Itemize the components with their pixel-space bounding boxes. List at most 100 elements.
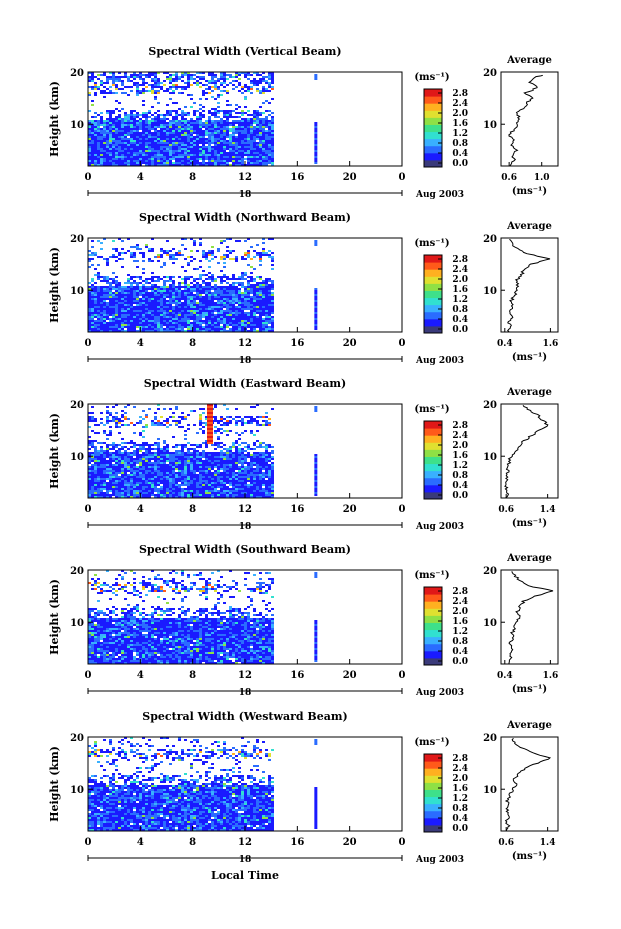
heatmap-cell bbox=[106, 316, 109, 318]
heatmap-cell bbox=[187, 464, 190, 466]
heatmap-cell bbox=[157, 126, 160, 128]
heatmap-cell bbox=[256, 254, 259, 256]
x-tick-label: 8 bbox=[189, 338, 196, 349]
heatmap-cell bbox=[91, 136, 94, 138]
heatmap-cell bbox=[145, 322, 148, 324]
heatmap-cell bbox=[241, 86, 244, 88]
heatmap-cell bbox=[205, 158, 208, 160]
heatmap-cell bbox=[142, 150, 145, 152]
heatmap-cell bbox=[145, 124, 148, 126]
heatmap-cell bbox=[121, 88, 124, 90]
heatmap-cell bbox=[151, 306, 154, 308]
heatmap-cell bbox=[118, 142, 121, 144]
heatmap-cell bbox=[157, 120, 160, 122]
heatmap-cell bbox=[235, 314, 238, 316]
heatmap-cell bbox=[163, 264, 166, 266]
heatmap-cell bbox=[163, 472, 166, 474]
heatmap-cell bbox=[133, 490, 136, 492]
heatmap-cell bbox=[157, 296, 160, 298]
heatmap-cell bbox=[136, 326, 139, 328]
heatmap-cell bbox=[314, 310, 318, 312]
heatmap-cell bbox=[235, 482, 238, 484]
heatmap-cell bbox=[139, 286, 142, 288]
heatmap-cell bbox=[100, 292, 103, 294]
heatmap-cell bbox=[199, 484, 202, 486]
heatmap-cell bbox=[151, 148, 154, 150]
heatmap-cell bbox=[211, 120, 214, 122]
heatmap-cell bbox=[106, 92, 109, 94]
heatmap-cell bbox=[314, 124, 318, 126]
heatmap-cell bbox=[196, 286, 199, 288]
heatmap-cell bbox=[226, 490, 229, 492]
heatmap-cell bbox=[232, 312, 235, 314]
heatmap-cell bbox=[235, 308, 238, 310]
heatmap-cell bbox=[121, 164, 124, 166]
heatmap-cell bbox=[199, 276, 202, 278]
heatmap-cell bbox=[169, 284, 172, 286]
heatmap-cell bbox=[196, 146, 199, 148]
heatmap-cell bbox=[220, 278, 223, 280]
heatmap-cell bbox=[314, 142, 318, 144]
heatmap-cell bbox=[265, 280, 268, 282]
heatmap-cell bbox=[103, 318, 106, 320]
heatmap-cell bbox=[109, 134, 112, 136]
heatmap-cell bbox=[184, 122, 187, 124]
heatmap-cell bbox=[250, 492, 253, 494]
heatmap-cell bbox=[142, 284, 145, 286]
heatmap-cell bbox=[127, 312, 130, 314]
heatmap-cell bbox=[121, 326, 124, 328]
heatmap-cell bbox=[91, 146, 94, 148]
heatmap-cell bbox=[238, 312, 241, 314]
heatmap-cell bbox=[157, 312, 160, 314]
heatmap-cell bbox=[133, 472, 136, 474]
heatmap-cell bbox=[166, 474, 169, 476]
heatmap-cell bbox=[265, 298, 268, 300]
heatmap-cell bbox=[136, 162, 139, 164]
heatmap-cell bbox=[88, 322, 91, 324]
heatmap-cell bbox=[166, 488, 169, 490]
heatmap-cell bbox=[127, 464, 130, 466]
heatmap-cell bbox=[214, 152, 217, 154]
heatmap-cell bbox=[148, 326, 151, 328]
heatmap-cell bbox=[103, 120, 106, 122]
heatmap-cell bbox=[232, 330, 235, 332]
heatmap-cell bbox=[250, 118, 253, 120]
heatmap-cell bbox=[109, 72, 112, 74]
heatmap-cell bbox=[196, 132, 199, 134]
heatmap-cell bbox=[208, 250, 211, 252]
heatmap-cell bbox=[259, 472, 262, 474]
colorbar-label: 0.0 bbox=[452, 159, 468, 169]
heatmap-cell bbox=[118, 156, 121, 158]
heatmap-cell bbox=[172, 488, 175, 490]
heatmap-cell bbox=[226, 470, 229, 472]
heatmap-cell bbox=[187, 156, 190, 158]
heatmap-cell bbox=[229, 152, 232, 154]
heatmap-cell bbox=[217, 292, 220, 294]
heatmap-cell bbox=[241, 156, 244, 158]
heatmap-cell bbox=[118, 80, 121, 82]
heatmap-cell bbox=[169, 296, 172, 298]
heatmap-cell bbox=[163, 324, 166, 326]
heatmap-cell bbox=[247, 118, 250, 120]
heatmap-cell bbox=[115, 92, 118, 94]
heatmap-cell bbox=[205, 138, 208, 140]
heatmap-cell bbox=[250, 134, 253, 136]
heatmap-cell bbox=[265, 110, 268, 112]
heatmap-cell bbox=[166, 78, 169, 80]
heatmap-cell bbox=[235, 164, 238, 166]
heatmap-cell bbox=[265, 100, 268, 102]
heatmap-cell bbox=[226, 330, 229, 332]
heatmap-cell bbox=[124, 124, 127, 126]
heatmap-cell bbox=[127, 326, 130, 328]
heatmap-cell bbox=[238, 138, 241, 140]
heatmap-cell bbox=[271, 294, 274, 296]
heatmap-cell bbox=[193, 472, 196, 474]
heatmap-cell bbox=[193, 160, 196, 162]
heatmap-cell bbox=[253, 486, 256, 488]
heatmap-cell bbox=[163, 142, 166, 144]
heatmap-cell bbox=[91, 464, 94, 466]
heatmap-cell bbox=[97, 86, 100, 88]
heatmap-cell bbox=[169, 464, 172, 466]
heatmap-cell bbox=[115, 120, 118, 122]
heatmap-cell bbox=[130, 482, 133, 484]
